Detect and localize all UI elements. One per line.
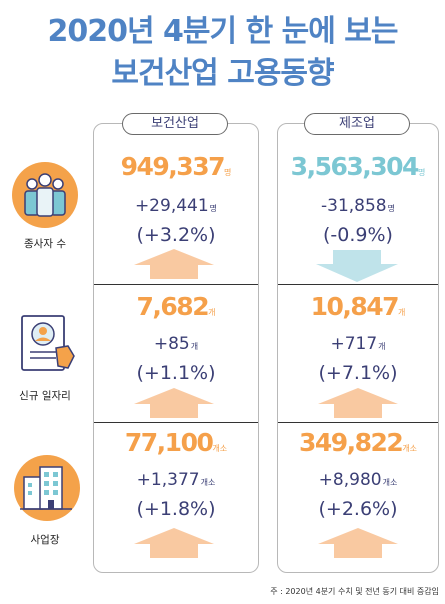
panel-label-manufacturing: 제조업 xyxy=(304,113,410,135)
mfg-workers-pct: (-0.9%) xyxy=(323,224,393,246)
job-document-icon xyxy=(16,312,78,374)
arrow-up-icon xyxy=(134,388,214,418)
mfg-jobs-pct: (+7.1%) xyxy=(318,362,398,384)
health-workers-pct: (+3.2%) xyxy=(136,224,216,246)
health-business-value: 77,100개소 xyxy=(124,428,228,457)
mfg-business-change: +8,980개소 xyxy=(318,470,398,490)
mfg-workers-value: 3,563,304명 xyxy=(290,152,426,181)
arrow-down-icon xyxy=(316,250,398,282)
manufacturing-panel: 제조업 3,563,304명 -31,858명 (-0.9%) 10,847개 … xyxy=(277,113,439,573)
workers-group-icon xyxy=(12,162,78,228)
page-title-line1: 2020년 4분기 한 눈에 보는 xyxy=(47,14,399,49)
health-business-pct: (+1.8%) xyxy=(136,498,216,520)
row-divider xyxy=(94,284,258,285)
mfg-jobs-value: 10,847개 xyxy=(310,292,406,321)
row-label-business: 사업장 xyxy=(30,534,60,546)
mfg-business-pct: (+2.6%) xyxy=(318,498,398,520)
health-workers-change: +29,441명 xyxy=(134,196,218,216)
mfg-workers-change: -31,858명 xyxy=(321,196,395,216)
health-jobs-value: 7,682개 xyxy=(136,292,216,321)
arrow-up-icon xyxy=(134,528,214,558)
panel-label-health: 보건산업 xyxy=(122,113,228,135)
health-business-change: +1,377개소 xyxy=(136,470,216,490)
row-label-workers: 종사자 수 xyxy=(24,238,66,250)
row-divider xyxy=(278,284,438,285)
health-workers-value: 949,337명 xyxy=(120,152,232,181)
health-industry-panel: 보건산업 949,337명 +29,441명 (+3.2%) 7,682개 +8… xyxy=(93,113,259,573)
health-jobs-change: +85개 xyxy=(153,334,199,354)
row-divider xyxy=(94,422,258,423)
building-icon xyxy=(14,455,80,521)
arrow-up-icon xyxy=(318,388,398,418)
page-title-line2: 보건산업 고용동향 xyxy=(111,56,334,91)
row-divider xyxy=(278,422,438,423)
mfg-jobs-change: +717개 xyxy=(330,334,386,354)
health-jobs-pct: (+1.1%) xyxy=(136,362,216,384)
footnote: 주 : 2020년 4분기 수치 및 전년 동기 대비 증감임 xyxy=(270,587,439,596)
arrow-up-icon xyxy=(318,528,398,558)
arrow-up-icon xyxy=(134,249,214,279)
mfg-business-value: 349,822개소 xyxy=(298,428,418,457)
row-label-jobs: 신규 일자리 xyxy=(19,390,71,402)
